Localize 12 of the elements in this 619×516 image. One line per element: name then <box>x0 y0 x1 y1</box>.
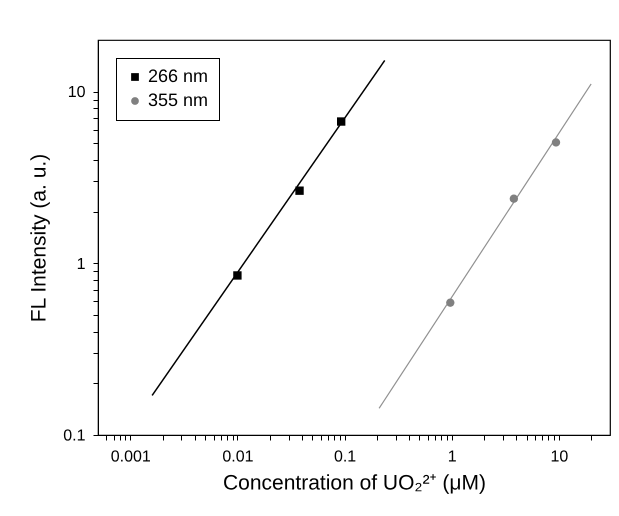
y-tick-label: 0.1 <box>63 428 86 444</box>
x-axis-title: Concentration of UO₂²⁺ (μM) <box>223 472 486 494</box>
y-tick-label: 1 <box>76 256 86 273</box>
x-tick-label: 0.1 <box>334 448 356 466</box>
x-tick-label: 0.001 <box>110 448 151 466</box>
x-tick-label: 1 <box>448 448 457 466</box>
legend-label: 355 nm <box>148 90 208 110</box>
x-tick-label: 0.01 <box>222 448 254 466</box>
y-tick-label: 10 <box>68 84 86 102</box>
legend-label: 266 nm <box>148 66 208 86</box>
y-axis-title: FL Intensity (a. u.) <box>27 154 50 322</box>
x-tick-label: 10 <box>550 448 568 466</box>
